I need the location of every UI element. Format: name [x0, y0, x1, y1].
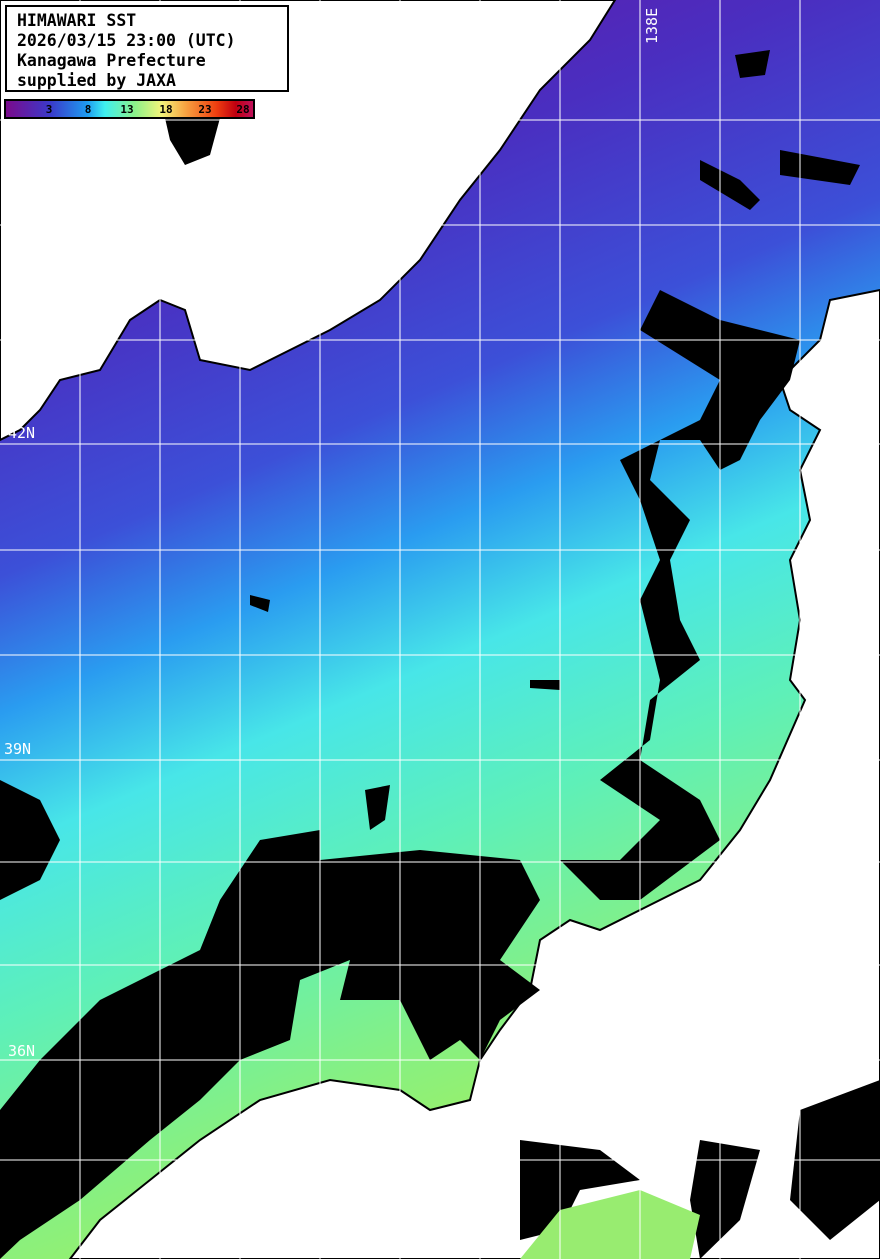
info-box: HIMAWARI SST 2026/03/15 23:00 (UTC) Kana…: [5, 5, 289, 92]
info-source: supplied by JAXA: [17, 71, 176, 90]
scale-tick: 3: [45, 103, 53, 116]
scale-tick: 8: [84, 103, 92, 116]
info-title: HIMAWARI SST: [17, 11, 137, 30]
lat-label-39n: 39N: [4, 740, 32, 758]
color-scale-bar: 3 8 13 18 23 28: [4, 99, 255, 119]
scale-tick: 23: [198, 103, 212, 116]
land-japan: [68, 288, 880, 1259]
cloud-mask: [0, 50, 880, 1259]
lat-label-42n: 42N: [8, 424, 36, 442]
scale-tick: 13: [120, 103, 134, 116]
sea-patch-south: [520, 1190, 700, 1259]
scale-tick: 28: [236, 103, 250, 116]
info-datetime: 2026/03/15 23:00 (UTC): [17, 31, 236, 50]
info-provider: Kanagawa Prefecture: [17, 51, 206, 70]
lon-label-138e: 138E: [643, 7, 661, 44]
scale-tick: 18: [159, 103, 173, 116]
lat-label-36n: 36N: [8, 1042, 36, 1060]
